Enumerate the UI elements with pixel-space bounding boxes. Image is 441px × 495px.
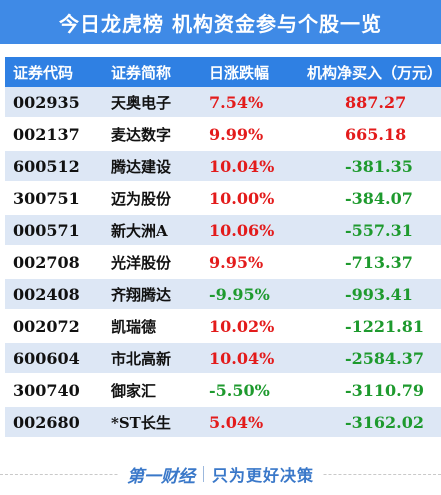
table-row: 000571 新大洲A 10.06% -557.31 bbox=[5, 214, 441, 246]
cell-change: 7.54% bbox=[209, 92, 264, 112]
cell-change: 10.00% bbox=[209, 188, 275, 208]
table-header-row: 证券代码 证券简称 日涨跌幅 机构净买入（万元） bbox=[5, 57, 441, 87]
cell-name: *ST长生 bbox=[111, 413, 171, 432]
cell-name: 迈为股份 bbox=[111, 189, 172, 208]
cell-net-buy: 887.27 bbox=[345, 92, 407, 112]
cell-code: 002137 bbox=[13, 124, 80, 144]
cell-name: 御家汇 bbox=[111, 381, 157, 400]
table-row: 002072 凯瑞德 10.02% -1221.81 bbox=[5, 310, 441, 342]
cell-code: 002072 bbox=[13, 316, 80, 336]
cell-name: 市北高新 bbox=[111, 349, 172, 368]
cell-name: 腾达建设 bbox=[111, 157, 172, 176]
table-row: 600512 腾达建设 10.04% -381.35 bbox=[5, 150, 441, 182]
cell-code: 600604 bbox=[13, 348, 80, 368]
cell-change: 10.04% bbox=[209, 156, 275, 176]
cell-net-buy: -2584.37 bbox=[345, 348, 425, 368]
table-row: 002935 天奥电子 7.54% 887.27 bbox=[5, 87, 441, 118]
brand-logo: 第一财经 bbox=[126, 466, 195, 487]
cell-net-buy: -384.07 bbox=[345, 188, 413, 208]
page-title: 今日龙虎榜 机构资金参与个股一览 bbox=[0, 0, 441, 44]
table-row: 600604 市北高新 10.04% -2584.37 bbox=[5, 342, 441, 374]
brand-slogan: 只为更好决策 bbox=[211, 466, 314, 485]
cell-change: 10.06% bbox=[209, 220, 275, 240]
cell-code: 000571 bbox=[13, 220, 80, 240]
table-row: 300751 迈为股份 10.00% -384.07 bbox=[5, 182, 441, 214]
cell-change: 10.02% bbox=[209, 316, 275, 336]
cell-change: -5.50% bbox=[209, 380, 270, 400]
column-header-net-buy: 机构净买入（万元） bbox=[301, 57, 441, 87]
cell-net-buy: -3162.02 bbox=[345, 412, 425, 432]
cell-net-buy: -993.41 bbox=[345, 284, 413, 304]
table-body: 002935 天奥电子 7.54% 887.27 002137 麦达数字 9.99% 665.… bbox=[5, 87, 441, 438]
cell-net-buy: -3110.79 bbox=[345, 380, 425, 400]
cell-net-buy: -381.35 bbox=[345, 156, 413, 176]
institution-funds-table: 证券代码 证券简称 日涨跌幅 机构净买入（万元） 002935 天奥电子 7.54%… bbox=[5, 57, 441, 439]
cell-code: 600512 bbox=[13, 156, 80, 176]
cell-name: 齐翔腾达 bbox=[111, 285, 172, 304]
cell-name: 麦达数字 bbox=[111, 125, 172, 144]
cell-net-buy: 665.18 bbox=[345, 124, 407, 144]
cell-code: 002708 bbox=[13, 252, 80, 272]
cell-change: 9.95% bbox=[209, 252, 264, 272]
column-header-code: 证券代码 bbox=[5, 57, 107, 87]
cell-code: 002935 bbox=[13, 92, 80, 112]
table-row: 002137 麦达数字 9.99% 665.18 bbox=[5, 118, 441, 150]
cell-code: 300740 bbox=[13, 380, 80, 400]
cell-change: 9.99% bbox=[209, 124, 264, 144]
table-row: 002408 齐翔腾达 -9.95% -993.41 bbox=[5, 278, 441, 310]
footer-separator bbox=[202, 466, 204, 482]
cell-name: 凯瑞德 bbox=[111, 317, 157, 336]
column-header-change: 日涨跌幅 bbox=[203, 57, 301, 87]
cell-net-buy: -1221.81 bbox=[345, 316, 425, 336]
footer: 第一财经 只为更好决策 bbox=[0, 461, 441, 487]
cell-code: 002408 bbox=[13, 284, 80, 304]
cell-net-buy: -557.31 bbox=[345, 220, 413, 240]
cell-change: -9.95% bbox=[209, 284, 270, 304]
column-header-name: 证券简称 bbox=[107, 57, 203, 87]
cell-change: 10.04% bbox=[209, 348, 275, 368]
cell-name: 天奥电子 bbox=[111, 93, 172, 112]
table-row: 002680 *ST长生 5.04% -3162.02 bbox=[5, 406, 441, 438]
cell-net-buy: -713.37 bbox=[345, 252, 413, 272]
cell-change: 5.04% bbox=[209, 412, 264, 432]
cell-name: 新大洲A bbox=[111, 221, 168, 240]
table-row: 300740 御家汇 -5.50% -3110.79 bbox=[5, 374, 441, 406]
cell-code: 002680 bbox=[13, 412, 80, 432]
cell-name: 光洋股份 bbox=[111, 253, 172, 272]
table-row: 002708 光洋股份 9.95% -713.37 bbox=[5, 246, 441, 278]
cell-code: 300751 bbox=[13, 188, 80, 208]
